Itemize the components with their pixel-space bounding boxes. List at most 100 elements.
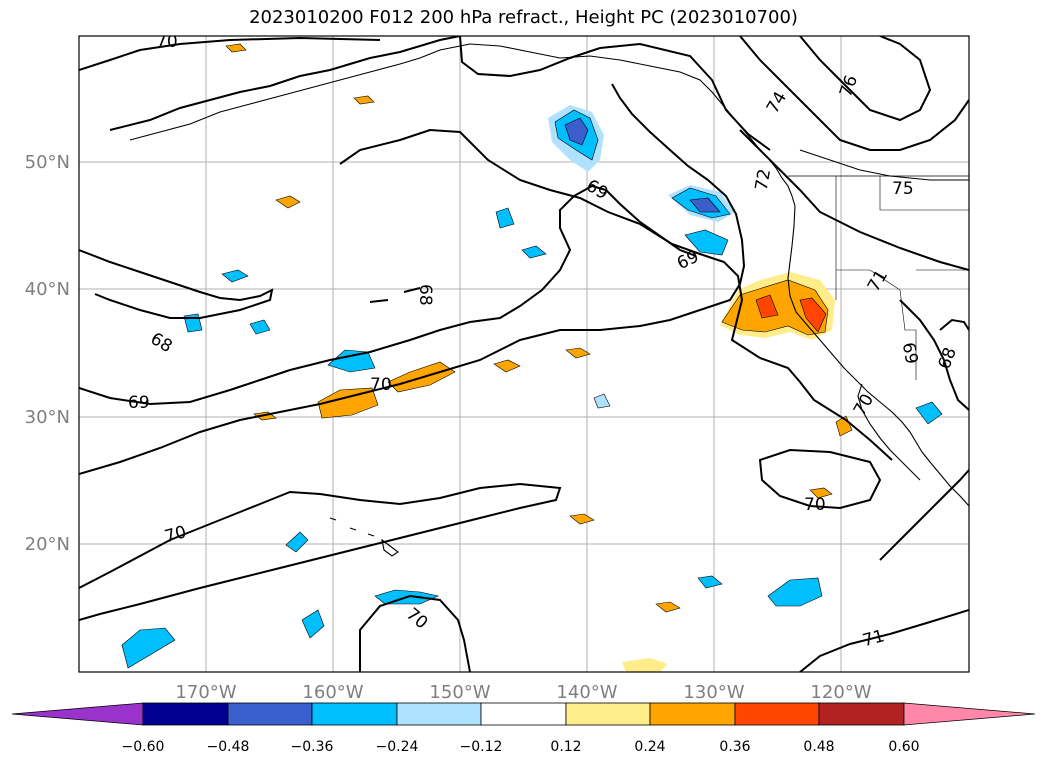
contour-label: 72 (752, 167, 775, 192)
colorbar-label: −0.36 (291, 739, 334, 755)
anomaly-patch (689, 197, 721, 213)
colorbar-segment (734, 702, 820, 726)
filled-anomaly-patches (121, 43, 943, 672)
colorbar-label: 0.48 (803, 739, 834, 755)
anomaly-patch (767, 577, 823, 607)
anomaly-patch (221, 269, 249, 283)
lon-label: 160°W (302, 682, 363, 703)
contour-line (739, 129, 969, 271)
anomaly-patch (593, 393, 611, 409)
contour-line (758, 448, 882, 510)
coastlines (129, 43, 969, 557)
contour-label: 70 (804, 495, 826, 515)
colorbar-label: −0.12 (460, 739, 503, 755)
lat-label: 20°N (25, 534, 70, 555)
anomaly-patch (564, 117, 589, 146)
colorbar-labels: −0.60 −0.48 −0.36 −0.24 −0.12 0.12 0.24 … (122, 739, 920, 755)
contour-label: 70 (156, 32, 178, 52)
anomaly-patch (275, 195, 301, 209)
lat-label: 30°N (25, 407, 70, 428)
anomaly-patch (799, 297, 827, 333)
lat-label: 50°N (25, 152, 70, 173)
anomaly-patch (622, 658, 668, 672)
contour-line (339, 128, 893, 461)
height-contours (79, 36, 969, 672)
colorbar-label: 0.12 (550, 739, 581, 755)
anomaly-patch (249, 319, 271, 335)
colorbar-segment (565, 702, 651, 726)
colorbar-label: −0.24 (376, 739, 419, 755)
colorbar-segment (396, 702, 482, 726)
anomaly-patch (495, 207, 515, 229)
colorbar-label: −0.60 (122, 739, 165, 755)
anomaly-patch (493, 359, 521, 373)
map-panel (79, 36, 969, 672)
anomaly-patch (684, 229, 729, 256)
contour-line (79, 184, 697, 406)
latitude-labels: 50°N 40°N 30°N 20°N (25, 152, 70, 555)
colorbar-segment (142, 702, 229, 726)
contour-line (939, 318, 969, 331)
colorbar-label: 0.24 (634, 739, 665, 755)
lon-label: 170°W (175, 682, 236, 703)
contour-line (879, 469, 969, 561)
anomaly-patch (121, 627, 176, 669)
us-west-coastline (787, 205, 969, 507)
anomaly-patch (697, 575, 723, 589)
anomaly-patch (809, 487, 833, 499)
canada-interior-outline (799, 149, 969, 181)
lat-label: 40°N (25, 279, 70, 300)
contour-line (79, 482, 562, 621)
colorbar-label: 0.60 (888, 739, 919, 755)
colorbar-segment (227, 702, 313, 726)
colorbar-extend-low (11, 702, 144, 726)
state-boundaries (835, 176, 969, 380)
lon-label: 150°W (429, 682, 490, 703)
contour-line (799, 609, 969, 672)
colorbar-segment (311, 702, 398, 726)
contour-label: 69 (128, 393, 150, 413)
anomaly-patch (915, 401, 943, 425)
baja-coastline (857, 383, 921, 481)
contour-label: 75 (892, 179, 914, 199)
anomaly-patch (569, 513, 595, 525)
contour-label: 69 (898, 341, 921, 366)
map-frame (78, 35, 970, 673)
contour-line (799, 36, 932, 122)
longitude-labels: 170°W 160°W 150°W 140°W 130°W 120°W (175, 682, 871, 703)
anomaly-patch (317, 387, 379, 419)
anomaly-patch (655, 601, 681, 613)
anomaly-patch (521, 245, 547, 259)
anomaly-patch (285, 531, 309, 553)
lon-label: 130°W (683, 682, 744, 703)
contour-line (739, 36, 969, 151)
lon-label: 120°W (810, 682, 871, 703)
lon-label: 140°W (556, 682, 617, 703)
colorbar-label: 0.36 (719, 739, 750, 755)
contour-line (79, 249, 274, 319)
anomaly-patch (353, 95, 375, 105)
anomaly-patch (327, 349, 376, 373)
anomaly-patch (755, 294, 779, 319)
colorbar-segment (818, 702, 905, 726)
contour-line (109, 36, 461, 131)
contour-line (459, 36, 771, 151)
contour-line (79, 36, 381, 71)
colorbar-label: −0.48 (207, 739, 250, 755)
contour-label: 70 (370, 375, 392, 395)
contour-line (79, 83, 746, 475)
colorbar-segment (480, 702, 567, 726)
map-title: 2023010200 F012 200 hPa refract., Height… (249, 7, 798, 28)
contour-line (359, 594, 471, 672)
alaska-coastline (129, 43, 723, 141)
hawaii-islands (329, 517, 399, 557)
colorbar-segment (649, 702, 736, 726)
anomaly-patch (301, 609, 325, 639)
anomaly-patch (225, 43, 247, 53)
colorbar-extend-high (903, 702, 1036, 726)
contour-line (369, 287, 421, 303)
colorbar (11, 702, 1036, 726)
anomaly-patch (565, 347, 591, 359)
contour-label: 68 (415, 284, 435, 306)
